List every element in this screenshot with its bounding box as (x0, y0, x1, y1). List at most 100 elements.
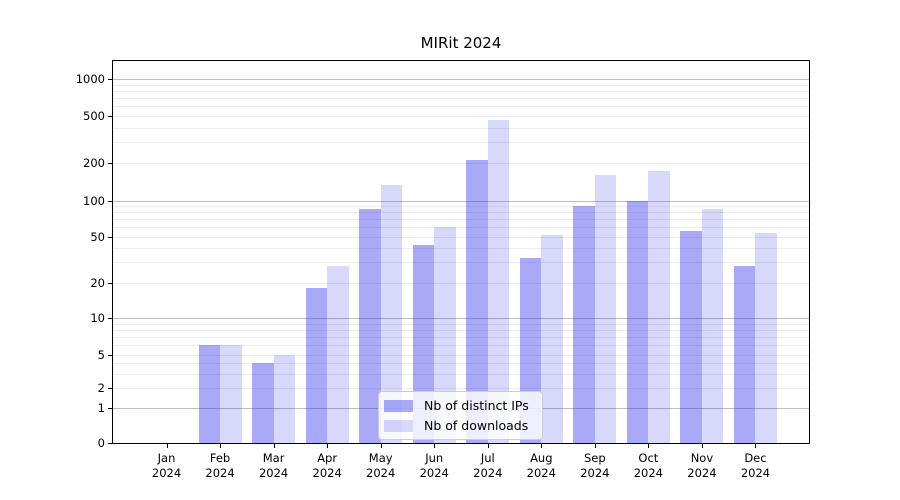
x-tick-label: Apr 2024 (312, 451, 342, 480)
gridline-minor (113, 323, 809, 325)
y-tick (108, 282, 112, 284)
y-tick (108, 388, 112, 390)
gridline-minor (113, 84, 809, 86)
legend-item-distinct-ips: Nb of distinct IPs (384, 398, 529, 413)
gridline-minor (113, 116, 809, 117)
plot-area: Nb of distinct IPs Nb of downloads (112, 60, 810, 444)
gridline-major (113, 200, 809, 202)
gridline-minor (113, 282, 809, 284)
gridline-minor (113, 106, 809, 108)
gridline-major (113, 79, 809, 81)
bar-ips-mar (252, 363, 274, 443)
x-tick-label: Mar 2024 (258, 451, 289, 480)
bar-downloads-aug (541, 234, 563, 443)
y-tick (108, 79, 112, 81)
x-tick-label: Nov 2024 (687, 451, 717, 480)
x-tick (541, 444, 543, 448)
gridline-minor (113, 345, 809, 347)
gridline-minor (113, 355, 809, 356)
gridline-minor (113, 262, 809, 264)
bar-downloads-jun (434, 227, 456, 443)
y-tick-label: 500 (83, 109, 105, 123)
y-tick-label: 50 (90, 229, 105, 244)
y-tick (108, 163, 112, 165)
bar-downloads-sep (594, 175, 617, 443)
gridline-minor (113, 91, 809, 93)
gridline-minor (113, 227, 809, 229)
x-tick (701, 444, 703, 448)
x-tick-label: Aug 2024 (526, 451, 556, 480)
bar-ips-apr (305, 288, 328, 443)
y-tick-label: 2 (97, 381, 105, 396)
gridline-minor (113, 236, 809, 238)
y-tick (108, 116, 112, 117)
x-tick-label: Jan 2024 (151, 451, 182, 480)
bar-downloads-apr (327, 265, 349, 443)
gridline-minor (113, 163, 809, 165)
bar-downloads-jul (487, 120, 510, 443)
bar-ips-feb (198, 345, 221, 443)
bar-ips-nov (680, 230, 702, 443)
x-tick-label: Sep 2024 (580, 451, 610, 480)
x-tick-label: Jun 2024 (419, 451, 449, 480)
x-tick-label: Dec 2024 (740, 451, 771, 480)
legend-label-downloads: Nb of downloads (424, 418, 529, 433)
x-tick (594, 444, 596, 448)
x-tick (220, 444, 222, 448)
y-tick-label: 100 (83, 193, 105, 208)
gridline-minor (113, 363, 809, 365)
x-tick-label: Jul 2024 (473, 451, 503, 480)
bar-downloads-oct (648, 170, 670, 443)
gridline-minor (113, 212, 809, 214)
y-tick-label: 10 (90, 311, 105, 326)
legend-label-distinct-ips: Nb of distinct IPs (424, 398, 529, 413)
gridline-minor (113, 247, 809, 249)
bar-downloads-nov (701, 209, 724, 443)
y-tick (108, 407, 112, 409)
legend-swatch-downloads-icon (384, 419, 413, 432)
gridline-minor (113, 330, 809, 332)
x-tick (166, 444, 168, 448)
gridline-minor (113, 373, 809, 375)
x-tick-label: Feb 2024 (205, 451, 235, 480)
gridline-minor (113, 206, 809, 208)
gridline-minor (113, 127, 809, 129)
y-tick (108, 200, 112, 202)
x-tick (273, 444, 275, 448)
bar-downloads-dec (755, 232, 777, 443)
y-tick-label: 5 (97, 348, 105, 362)
y-tick (108, 443, 112, 444)
gridline-minor (113, 98, 809, 100)
bar-ips-jul (466, 159, 488, 443)
chart-title: MIRit 2024 (420, 34, 502, 52)
y-tick (108, 318, 112, 320)
x-tick (755, 444, 757, 448)
y-tick-label: 1000 (75, 72, 105, 87)
x-tick (487, 444, 489, 448)
legend-item-downloads: Nb of downloads (384, 418, 529, 433)
x-tick (380, 444, 382, 448)
gridline-minor (113, 219, 809, 221)
x-tick-label: Oct 2024 (633, 451, 664, 480)
x-tick-label: May 2024 (366, 451, 396, 480)
gridline-major (113, 318, 809, 320)
bar-downloads-mar (273, 355, 296, 443)
bar-ips-may (359, 209, 381, 443)
bar-ips-sep (573, 206, 595, 443)
x-tick (327, 444, 329, 448)
bar-downloads-feb (220, 345, 242, 443)
bar-ips-dec (733, 265, 756, 443)
bar-ips-oct (626, 200, 649, 443)
x-tick (434, 444, 436, 448)
legend: Nb of distinct IPs Nb of downloads (378, 391, 543, 440)
y-tick (108, 355, 112, 356)
bar-downloads-may (380, 184, 403, 443)
x-tick (648, 444, 650, 448)
y-tick-label: 20 (90, 275, 105, 290)
legend-swatch-distinct-ips-icon (384, 399, 413, 412)
gridline-minor (113, 142, 809, 144)
y-tick-label: 0 (97, 436, 105, 450)
y-tick-label: 200 (83, 156, 105, 171)
y-tick-label: 1 (97, 400, 105, 415)
